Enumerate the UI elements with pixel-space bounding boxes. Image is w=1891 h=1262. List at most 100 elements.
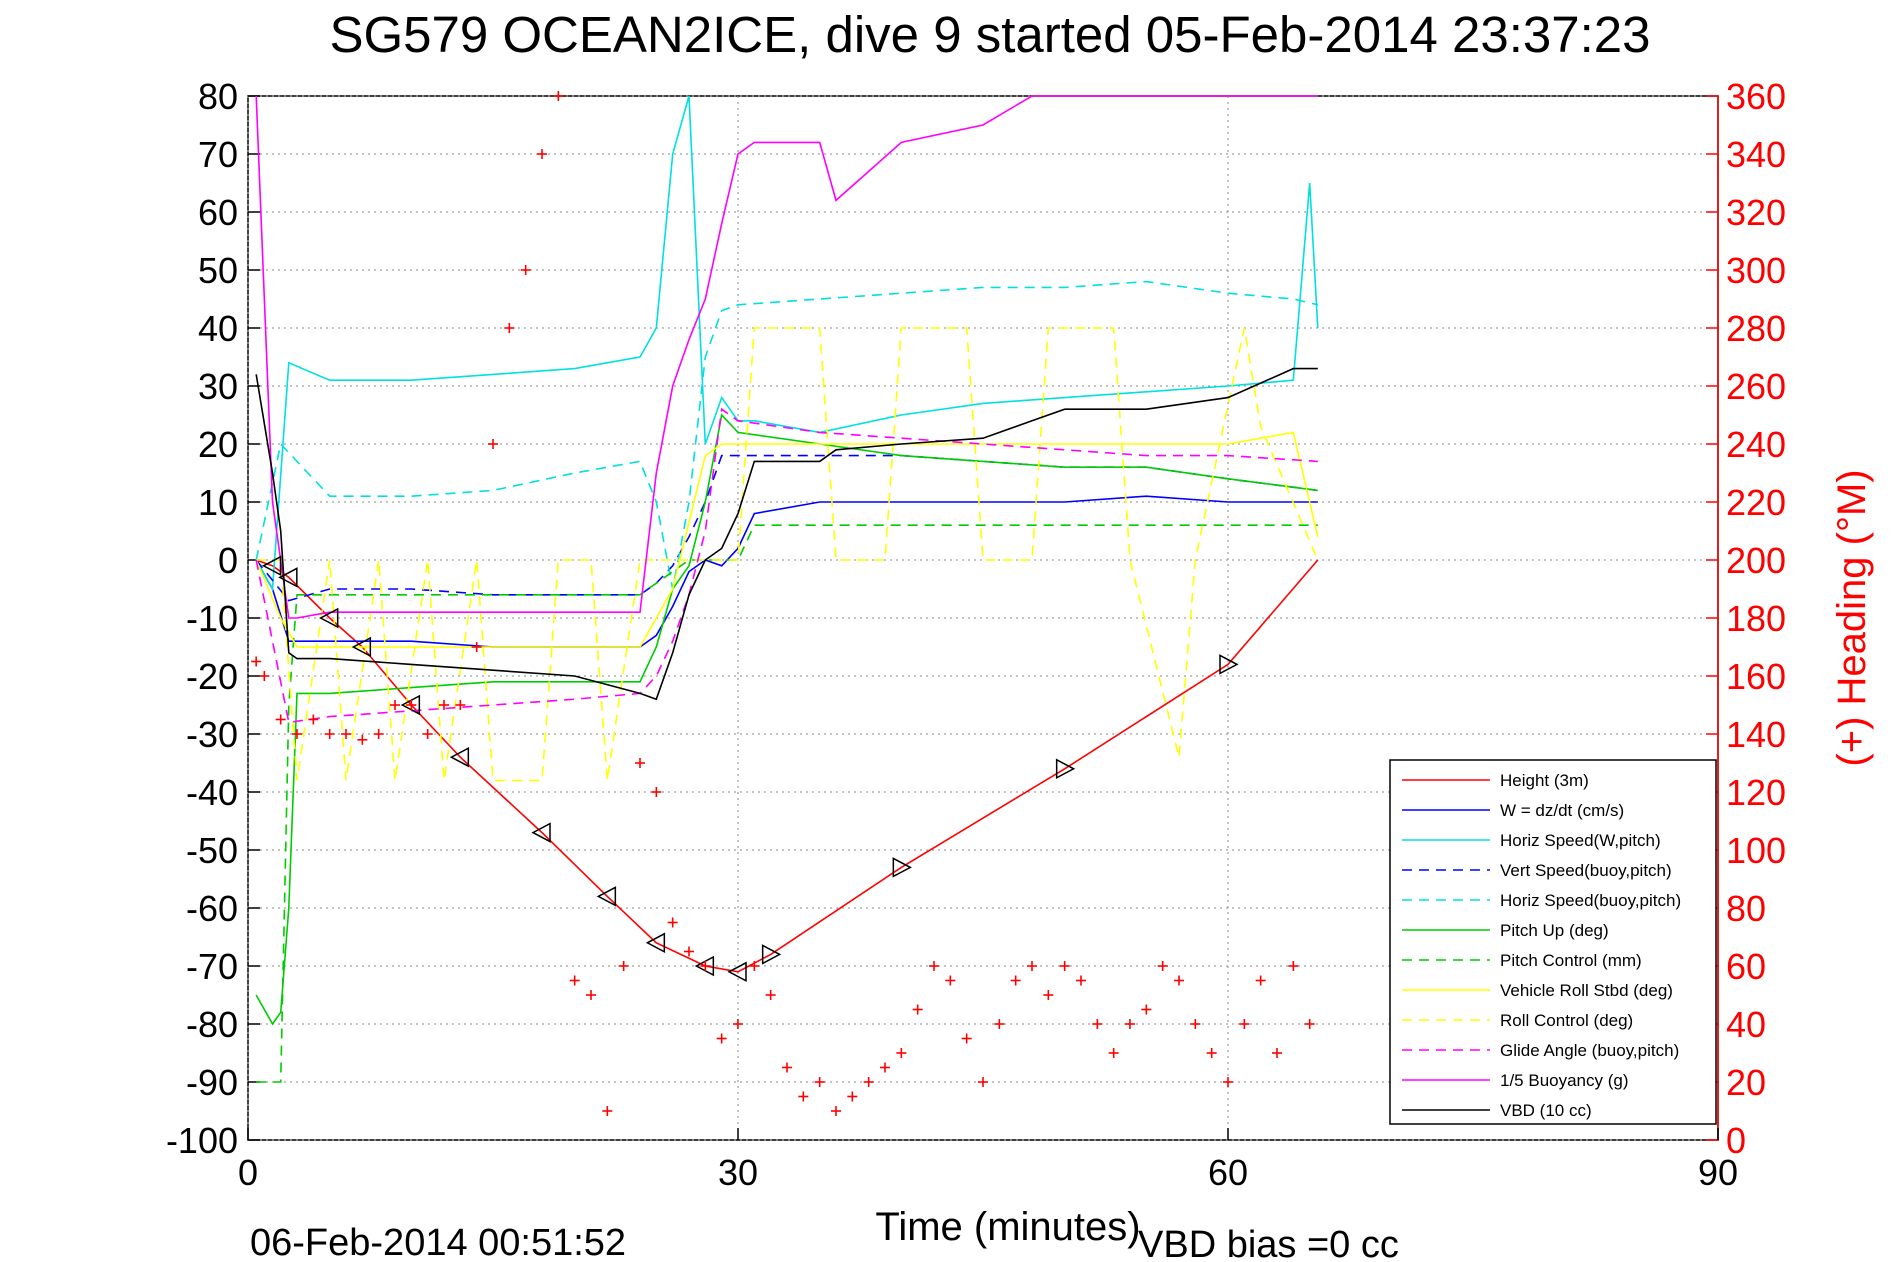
heading-marker <box>798 1091 809 1102</box>
right-tick-label: 100 <box>1726 830 1786 871</box>
depth-marker <box>261 555 282 577</box>
heading-marker <box>1223 1077 1233 1087</box>
heading-marker <box>488 439 498 449</box>
right-tick-label: 360 <box>1726 76 1786 117</box>
heading-marker <box>733 1019 743 1029</box>
heading-marker <box>586 990 596 1000</box>
right-tick-label: 280 <box>1726 308 1786 349</box>
legend-label: Roll Control (deg) <box>1500 1011 1633 1030</box>
right-tick-label: 60 <box>1726 946 1766 987</box>
heading-marker <box>831 1106 841 1116</box>
heading-marker <box>1157 961 1168 971</box>
y-tick-label: -70 <box>186 946 238 987</box>
heading-marker <box>847 1091 858 1102</box>
heading-marker <box>929 961 939 971</box>
heading-marker <box>961 1033 972 1044</box>
series-layer <box>255 95 1319 1083</box>
heading-marker <box>308 714 319 725</box>
y-tick-label: 20 <box>198 424 238 465</box>
heading-marker <box>814 1077 825 1087</box>
depth-marker <box>761 944 782 965</box>
heading-marker <box>1288 961 1299 971</box>
heading-marker <box>553 91 564 101</box>
y-tick-label: -60 <box>186 888 238 929</box>
heading-marker <box>602 1106 613 1116</box>
x-tick-label: 60 <box>1208 1152 1248 1193</box>
y-tick-label: -30 <box>186 714 238 755</box>
heading-marker <box>292 729 302 739</box>
depth-marker <box>1219 654 1239 675</box>
legend-box <box>1389 759 1717 1125</box>
right-tick-label: 300 <box>1726 250 1786 291</box>
heading-marker <box>1108 1048 1119 1058</box>
depth-marker <box>596 886 617 907</box>
x-tick-label: 90 <box>1698 1152 1738 1193</box>
heading-marker <box>373 729 384 739</box>
legend-label: Vehicle Roll Stbd (deg) <box>1500 981 1673 1000</box>
depth-marker <box>727 961 747 983</box>
heading-marker <box>667 917 678 928</box>
x-tick-label: 0 <box>238 1152 258 1193</box>
series-line-0 <box>255 559 1319 973</box>
depth-marker <box>892 857 912 878</box>
heading-marker <box>880 1062 890 1073</box>
right-tick-label: 180 <box>1726 598 1786 639</box>
heading-marker <box>1174 975 1184 986</box>
heading-marker <box>635 758 645 768</box>
legend-label: Glide Angle (buoy,pitch) <box>1500 1041 1679 1060</box>
heading-marker <box>1239 1019 1250 1029</box>
heading-marker <box>912 1004 923 1015</box>
right-y-axis: 3603403203002802602402202001801601401201… <box>1706 76 1786 1161</box>
heading-marker <box>1141 1004 1152 1015</box>
heading-marker <box>1304 1019 1315 1029</box>
vbd-bias-text: VBD bias =0 cc <box>1138 1224 1399 1262</box>
heading-marker <box>896 1048 907 1058</box>
y-tick-label: -80 <box>186 1004 238 1045</box>
heading-markers <box>251 91 1315 1116</box>
series-line-3 <box>255 454 1318 602</box>
heading-marker <box>863 1077 874 1087</box>
right-tick-label: 20 <box>1726 1062 1766 1103</box>
legend-label: Horiz Speed(W,pitch) <box>1500 831 1661 850</box>
y-tick-label: 0 <box>218 540 238 581</box>
x-axis-label: Time (minutes) <box>875 1205 1140 1249</box>
heading-marker <box>684 946 694 957</box>
series-line-11 <box>255 367 1318 701</box>
y-tick-label: 10 <box>198 482 238 523</box>
depth-marker <box>278 567 298 588</box>
heading-marker <box>1206 1048 1217 1058</box>
right-tick-label: 120 <box>1726 772 1786 813</box>
right-tick-label: 0 <box>1726 1120 1746 1161</box>
heading-marker <box>324 729 335 739</box>
right-y-axis-label: (+) Heading (°M) <box>1830 469 1874 766</box>
y-tick-label: 30 <box>198 366 238 407</box>
legend-label: Height (3m) <box>1500 771 1589 790</box>
heading-marker <box>1272 1048 1282 1058</box>
series-line-2 <box>255 95 1319 592</box>
heading-marker <box>700 961 711 971</box>
heading-marker <box>765 990 776 1000</box>
depth-marker <box>645 932 666 954</box>
depth-marker <box>531 822 551 843</box>
y-tick-label: -40 <box>186 772 238 813</box>
y-tick-label: -20 <box>186 656 238 697</box>
y-tick-label: 70 <box>198 134 238 175</box>
heading-marker <box>1027 961 1037 971</box>
y-tick-label: 80 <box>198 76 238 117</box>
y-tick-label: -10 <box>186 598 238 639</box>
y-tick-label: -50 <box>186 830 238 871</box>
heading-marker <box>537 149 547 159</box>
chart-title: SG579 OCEAN2ICE, dive 9 started 05-Feb-2… <box>329 6 1650 63</box>
y-tick-label: -100 <box>166 1120 238 1161</box>
heading-marker <box>275 714 286 725</box>
right-tick-label: 200 <box>1726 540 1786 581</box>
depth-marker <box>449 746 470 768</box>
right-tick-label: 40 <box>1726 1004 1766 1045</box>
legend-label: Pitch Control (mm) <box>1500 951 1642 970</box>
right-tick-label: 320 <box>1726 192 1786 233</box>
y-tick-label: -90 <box>186 1062 238 1103</box>
heading-marker <box>994 1019 1005 1029</box>
heading-marker <box>504 323 515 333</box>
heading-marker <box>618 961 629 971</box>
left-y-axis: 80 70 60 50 40 30 20 10 0 -10 -20 -30 -40 -50 -60 -70 -8… <box>166 76 260 1161</box>
